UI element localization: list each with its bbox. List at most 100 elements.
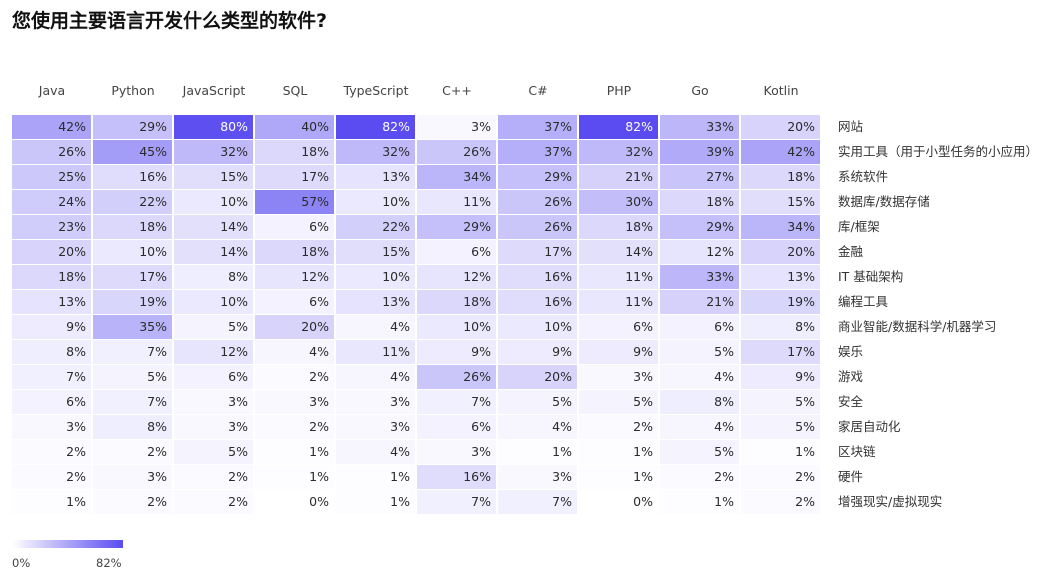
- heatmap-cell: 11%: [336, 340, 415, 364]
- row-label: 增强现实/虚拟现实: [838, 494, 943, 509]
- heatmap-cell: 6%: [660, 315, 739, 339]
- heatmap-cell: 10%: [174, 190, 253, 214]
- heatmap-cell: 32%: [579, 140, 658, 164]
- row-label: 实用工具（用于小型任务的小应用）: [838, 144, 1039, 159]
- heatmap-cell: 9%: [741, 365, 820, 389]
- heatmap-cell: 13%: [336, 165, 415, 189]
- heatmap-cell: 29%: [93, 115, 172, 139]
- column-header: C++: [442, 83, 472, 98]
- heatmap-cell: 26%: [417, 365, 496, 389]
- heatmap-cell: 3%: [417, 440, 496, 464]
- heatmap-cell: 2%: [741, 490, 820, 514]
- heatmap-cell: 5%: [660, 440, 739, 464]
- row-label: 系统软件: [838, 169, 889, 184]
- column-header: JavaScript: [182, 83, 246, 98]
- color-scale-bar: [12, 540, 123, 548]
- heatmap-cell: 20%: [741, 240, 820, 264]
- heatmap-cell: 12%: [417, 265, 496, 289]
- heatmap-cell: 6%: [417, 240, 496, 264]
- heatmap-cell: 3%: [255, 390, 334, 414]
- heatmap-cell: 2%: [12, 440, 91, 464]
- row-label: 娱乐: [838, 344, 864, 359]
- heatmap-cell: 19%: [741, 290, 820, 314]
- heatmap-cell: 8%: [741, 315, 820, 339]
- heatmap-cell: 8%: [93, 415, 172, 439]
- heatmap-cell: 9%: [12, 315, 91, 339]
- heatmap-cell: 1%: [255, 465, 334, 489]
- color-scale-min-label: 0%: [12, 556, 31, 570]
- heatmap-cell: 2%: [12, 465, 91, 489]
- row-label: 库/框架: [838, 219, 880, 234]
- heatmap-cell: 4%: [498, 415, 577, 439]
- heatmap-cell: 33%: [660, 115, 739, 139]
- heatmap-cell: 2%: [93, 490, 172, 514]
- heatmap-cell: 11%: [417, 190, 496, 214]
- heatmap-cell: 6%: [12, 390, 91, 414]
- heatmap-cell: 29%: [498, 165, 577, 189]
- row-label: 游戏: [838, 369, 864, 384]
- heatmap-cell: 3%: [93, 465, 172, 489]
- heatmap-cell: 27%: [660, 165, 739, 189]
- heatmap-cell: 2%: [174, 490, 253, 514]
- heatmap-cell: 42%: [12, 115, 91, 139]
- heatmap-cell: 33%: [660, 265, 739, 289]
- heatmap-cell: 14%: [579, 240, 658, 264]
- heatmap-cell: 39%: [660, 140, 739, 164]
- heatmap-cell: 16%: [417, 465, 496, 489]
- heatmap-cell: 15%: [741, 190, 820, 214]
- heatmap-cell: 18%: [741, 165, 820, 189]
- heatmap-cell: 32%: [336, 140, 415, 164]
- heatmap-cell: 6%: [255, 215, 334, 239]
- heatmap-cell: 16%: [498, 265, 577, 289]
- heatmap-cell: 45%: [93, 140, 172, 164]
- heatmap-cell: 16%: [498, 290, 577, 314]
- heatmap-cell: 11%: [579, 290, 658, 314]
- heatmap-cell: 4%: [336, 440, 415, 464]
- heatmap-cell: 10%: [336, 190, 415, 214]
- heatmap-cell: 26%: [12, 140, 91, 164]
- heatmap-cell: 5%: [174, 315, 253, 339]
- color-scale-max-label: 82%: [96, 556, 122, 570]
- heatmap-cell: 5%: [498, 390, 577, 414]
- heatmap-cell: 3%: [417, 115, 496, 139]
- heatmap-cell: 7%: [417, 390, 496, 414]
- row-label: 网站: [838, 119, 864, 134]
- heatmap-cell: 1%: [336, 465, 415, 489]
- heatmap-cell: 37%: [498, 115, 577, 139]
- heatmap-cell: 21%: [660, 290, 739, 314]
- heatmap-cell: 1%: [660, 490, 739, 514]
- column-header: Go: [691, 83, 709, 98]
- heatmap-cell: 13%: [12, 290, 91, 314]
- heatmap-cell: 19%: [93, 290, 172, 314]
- heatmap-cell: 18%: [255, 140, 334, 164]
- column-header: Kotlin: [763, 83, 799, 98]
- heatmap-cell: 11%: [579, 265, 658, 289]
- heatmap-cell: 8%: [12, 340, 91, 364]
- heatmap-cell: 17%: [255, 165, 334, 189]
- heatmap-cell: 12%: [255, 265, 334, 289]
- heatmap-cell: 7%: [93, 340, 172, 364]
- heatmap-cell: 5%: [660, 340, 739, 364]
- heatmap-cell: 26%: [498, 215, 577, 239]
- heatmap-cell: 20%: [12, 240, 91, 264]
- heatmap-cell: 29%: [660, 215, 739, 239]
- row-label: 数据库/数据存储: [838, 194, 930, 209]
- heatmap-cell: 23%: [12, 215, 91, 239]
- heatmap-cell: 1%: [336, 490, 415, 514]
- chart-title: 您使用主要语言开发什么类型的软件?: [12, 10, 328, 32]
- heatmap-cell: 4%: [336, 315, 415, 339]
- column-header: Java: [38, 83, 66, 98]
- heatmap-cell: 24%: [12, 190, 91, 214]
- heatmap-cell: 6%: [255, 290, 334, 314]
- heatmap-cell: 15%: [174, 165, 253, 189]
- heatmap-cell: 35%: [93, 315, 172, 339]
- heatmap-cell: 4%: [660, 365, 739, 389]
- heatmap-cell: 2%: [579, 415, 658, 439]
- heatmap-cell: 3%: [12, 415, 91, 439]
- heatmap-cell: 20%: [255, 315, 334, 339]
- heatmap-cell: 20%: [498, 365, 577, 389]
- heatmap-cell: 37%: [498, 140, 577, 164]
- heatmap-cell: 13%: [336, 290, 415, 314]
- column-header: TypeScript: [343, 83, 409, 98]
- heatmap-cell: 32%: [174, 140, 253, 164]
